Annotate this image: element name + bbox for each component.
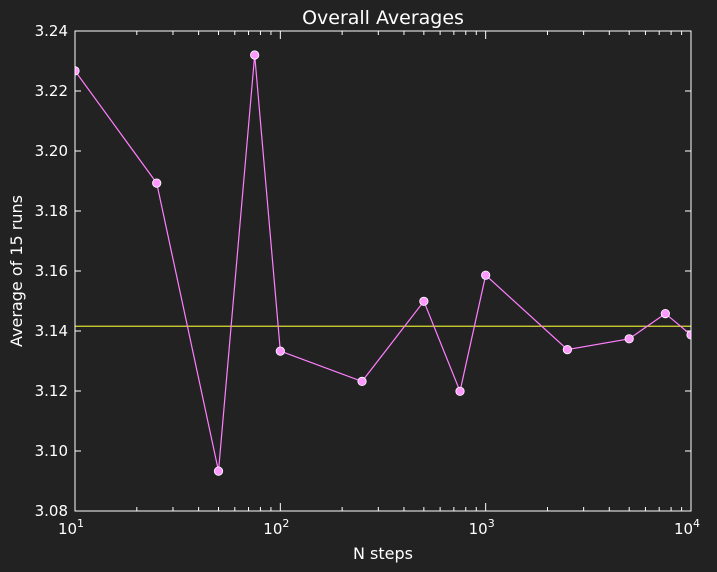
data-point — [455, 386, 465, 396]
data-point — [660, 308, 670, 319]
data-point — [419, 296, 429, 306]
x-tick-label: 101 — [58, 517, 84, 538]
data-point — [213, 466, 224, 476]
data-point — [562, 344, 572, 355]
series-line — [75, 54, 691, 472]
x-tick-label: 102 — [263, 517, 289, 538]
data-point — [624, 334, 634, 344]
x-tick-label: 104 — [674, 517, 700, 538]
y-tick-label: 3.22 — [35, 82, 68, 100]
y-tick-label: 3.18 — [35, 202, 68, 220]
y-tick-label: 3.14 — [35, 322, 68, 340]
y-tick-label: 3.20 — [35, 142, 68, 160]
plot-area: 3.08 3.10 3.12 3.14 3.16 3.18 3.20 3.22 3.24 101 1… — [35, 22, 700, 538]
y-axis-title: Average of 15 runs — [7, 195, 26, 347]
y-tick-label: 3.12 — [35, 382, 68, 400]
y-tick-label: 3.16 — [35, 262, 68, 280]
data-point — [250, 50, 260, 60]
data-point — [152, 178, 162, 188]
axes-frame — [74, 30, 692, 512]
y-tick-label: 3.10 — [35, 442, 68, 460]
data-point — [275, 346, 285, 356]
data-point — [357, 376, 367, 386]
chart-title: Overall Averages — [302, 7, 464, 29]
y-tick-label: 3.08 — [35, 502, 68, 520]
x-axis-title: N steps — [353, 544, 413, 563]
x-tick-label: 103 — [469, 517, 495, 538]
data-point — [481, 270, 491, 280]
y-tick-label: 3.24 — [35, 22, 68, 40]
